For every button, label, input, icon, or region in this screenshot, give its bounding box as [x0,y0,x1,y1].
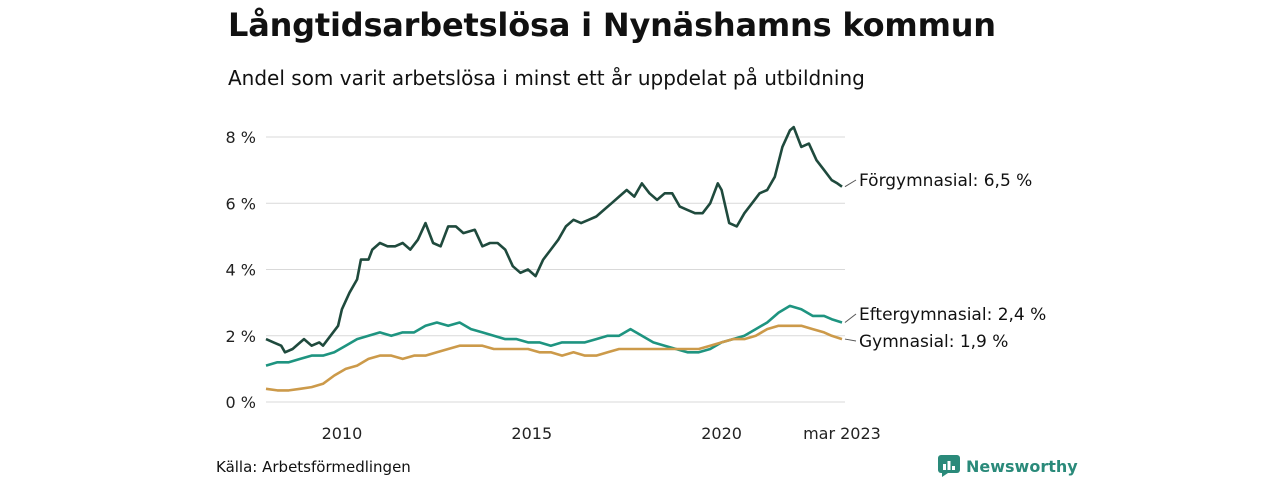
y-tick-label: 6 % [226,194,256,213]
end-label-connector [844,313,857,323]
chart-subtitle: Andel som varit arbetslösa i minst ett å… [228,66,865,90]
y-tick-label: 4 % [226,261,256,280]
x-tick-label: 2015 [511,424,552,443]
y-tick-label: 2 % [226,327,256,346]
series-line-eftergymnasial [265,304,843,367]
chart-title: Långtidsarbetslösa i Nynäshamns kommun [228,6,996,44]
x-tick-label: mar 2023 [803,424,881,443]
x-tick-label: 2010 [322,424,363,443]
series-end-label: Förgymnasial: 6,5 % [859,171,1032,191]
y-tick-label: 0 % [226,393,256,412]
brand-name: Newsworthy [966,456,1078,476]
end-label-connector [844,179,857,188]
source-note: Källa: Arbetsförmedlingen [216,458,411,476]
series-end-label: Gymnasial: 1,9 % [859,332,1008,352]
y-tick-label: 8 % [226,128,256,147]
series-line-förgymnasial [265,125,843,354]
series-end-label: Eftergymnasial: 2,4 % [859,305,1046,325]
brand-logo: Newsworthy [938,455,1078,477]
series-line-gymnasial [265,324,843,392]
newsworthy-icon [938,455,960,477]
x-tick-label: 2020 [701,424,742,443]
end-label-connector [844,338,857,342]
